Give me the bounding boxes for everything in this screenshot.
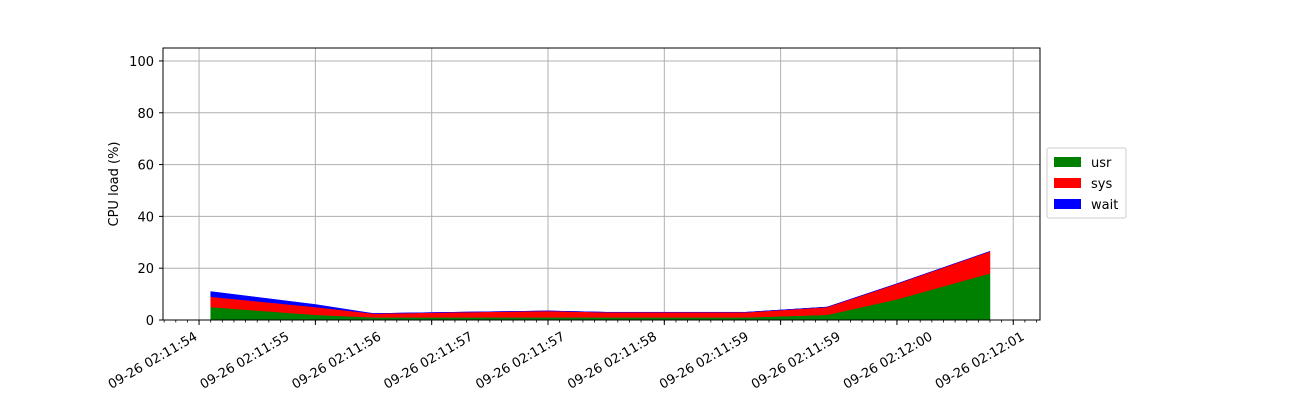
x-tick-label: 09-26 02:11:56	[290, 329, 384, 392]
legend-label-sys: sys	[1091, 177, 1112, 192]
legend-label-wait: wait	[1091, 198, 1118, 213]
y-tick-label: 100	[129, 55, 154, 70]
x-tick-label: 09-26 02:12:01	[933, 329, 1027, 392]
x-tick-label: 09-26 02:11:55	[198, 329, 292, 392]
x-tick-label: 09-26 02:11:57	[382, 329, 476, 392]
y-tick-label: 80	[137, 107, 154, 122]
y-axis: 0 20 40 60 80 100	[129, 55, 163, 329]
y-axis-label: CPU load (%)	[107, 142, 122, 227]
legend-swatch-usr	[1054, 157, 1081, 167]
legend: usr sys wait	[1046, 147, 1127, 219]
plot-frame	[162, 47, 1041, 321]
x-tick-label: 09-26 02:11:59	[749, 329, 843, 392]
x-tick-label: 09-26 02:11:58	[565, 329, 659, 392]
legend-swatch-sys	[1054, 178, 1081, 188]
y-tick-label: 60	[137, 159, 154, 174]
y-tick-label: 0	[146, 314, 154, 329]
area-series-wait	[210, 251, 991, 314]
legend-swatch-wait	[1054, 199, 1081, 209]
x-tick-label: 09-26 02:11:59	[657, 329, 751, 392]
y-tick-label: 40	[137, 210, 154, 225]
stacked-areas	[210, 250, 991, 321]
x-tick-label: 09-26 02:11:54	[106, 329, 200, 392]
legend-label-usr: usr	[1091, 156, 1112, 171]
x-tick-label: 09-26 02:12:00	[841, 329, 935, 392]
x-tick-label: 09-26 02:11:57	[473, 329, 567, 392]
y-tick-label: 20	[137, 262, 154, 277]
grid	[163, 48, 1040, 321]
